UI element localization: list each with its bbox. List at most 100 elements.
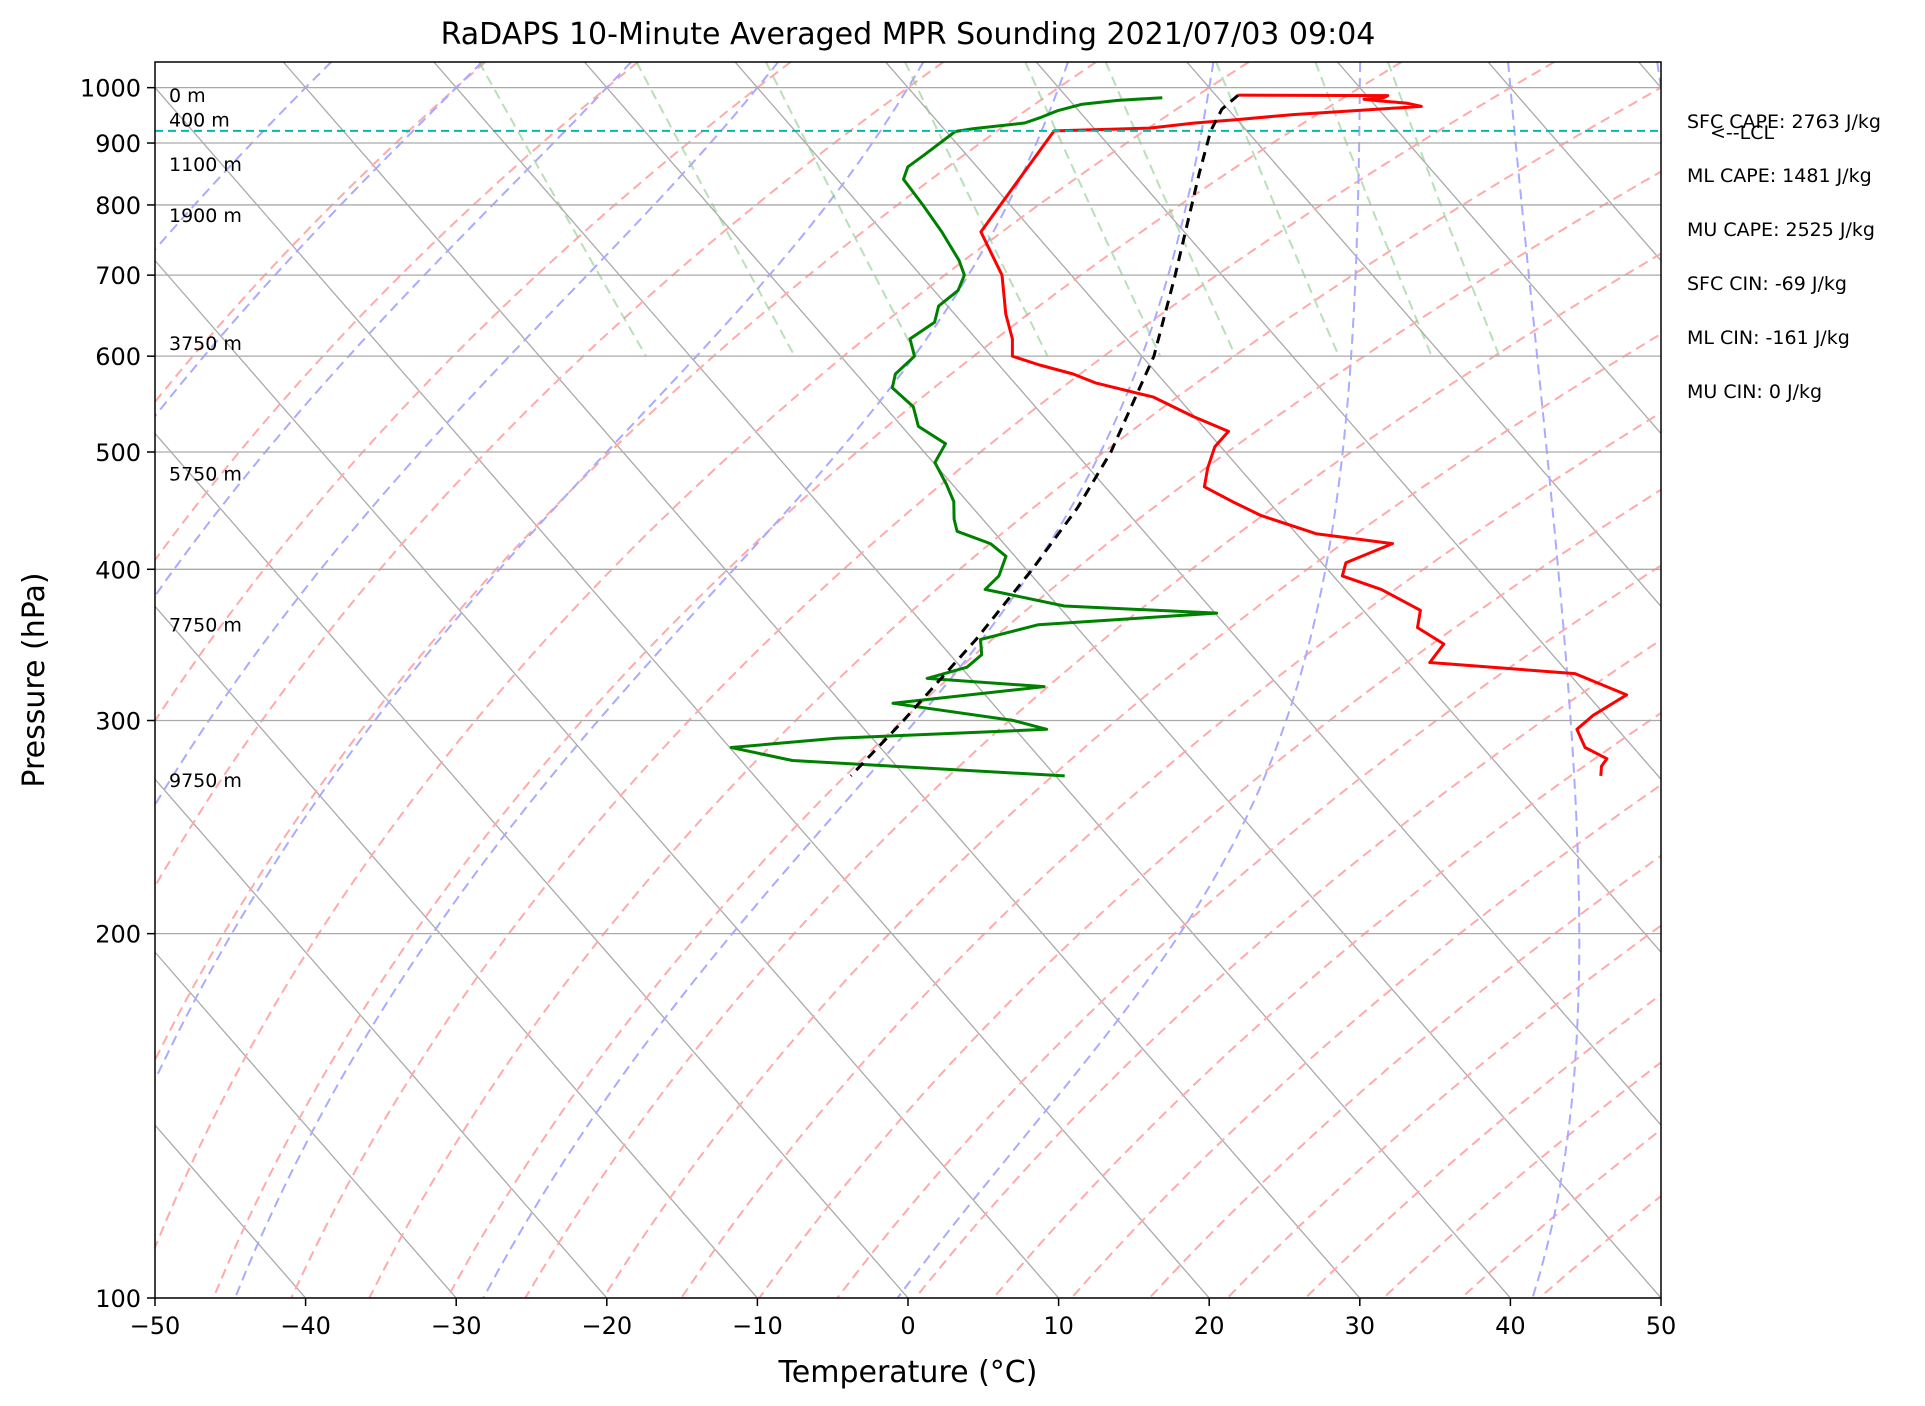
dry-adiabat-line bbox=[914, 638, 1661, 1298]
isotherm-line bbox=[0, 62, 4, 1298]
moist-adiabat-line bbox=[155, 62, 925, 1083]
height-label: 9750 m bbox=[169, 770, 242, 792]
y-tick-label: 700 bbox=[95, 262, 141, 290]
dry-adiabat-line bbox=[758, 488, 1661, 1298]
dry-adiabat-line bbox=[1148, 854, 1661, 1298]
background-lines bbox=[0, 62, 1925, 1298]
y-tick-label: 600 bbox=[95, 343, 141, 371]
isotherm-line bbox=[155, 432, 909, 1298]
y-ticks: 100 200 300 400 500 600 700 800 900 1000 bbox=[80, 75, 155, 1313]
isotherm-line bbox=[1487, 62, 1661, 262]
y-tick-label: 100 bbox=[95, 1285, 141, 1313]
isotherm-line bbox=[155, 259, 1060, 1298]
dry-adiabat-line bbox=[1226, 924, 1661, 1298]
cape-cin-annotations: SFC CAPE: 2763 J/kg ML CAPE: 1481 J/kg MU … bbox=[1687, 111, 1881, 403]
mixing-ratio-line bbox=[1314, 62, 1433, 357]
height-label: 3750 m bbox=[169, 333, 242, 355]
lcl-label: <--LCL bbox=[1710, 122, 1774, 144]
dry-adiabat-line bbox=[1070, 783, 1661, 1298]
isotherm-line bbox=[885, 62, 1661, 954]
x-tick-label: −40 bbox=[280, 1312, 331, 1340]
parcel-path-line bbox=[849, 93, 1240, 777]
moist-adiabat-line bbox=[155, 62, 632, 598]
dry-adiabat-line bbox=[155, 62, 1097, 1063]
x-tick-label: 20 bbox=[1194, 1312, 1225, 1340]
isotherm-line bbox=[1186, 62, 1661, 608]
mixing-ratio-line bbox=[635, 62, 796, 357]
x-tick-label: −50 bbox=[130, 1312, 181, 1340]
cape-cin-text: SFC CAPE: 2763 J/kg bbox=[1687, 111, 1881, 133]
height-label: 5750 m bbox=[169, 463, 242, 485]
x-tick-label: −30 bbox=[431, 1312, 482, 1340]
cape-cin-text: ML CIN: -161 J/kg bbox=[1687, 327, 1850, 349]
dry-adiabat-line bbox=[1304, 993, 1661, 1298]
mixing-ratio-line bbox=[1104, 62, 1237, 357]
dewpoint-line bbox=[729, 96, 1219, 778]
moist-adiabat-line bbox=[155, 62, 779, 807]
dry-adiabat-line bbox=[290, 62, 1555, 1298]
y-tick-label: 300 bbox=[95, 708, 141, 736]
x-tick-label: 10 bbox=[1043, 1312, 1074, 1340]
mixing-ratio-line bbox=[478, 62, 647, 357]
isotherm-line bbox=[1789, 62, 1925, 1298]
y-tick-label: 900 bbox=[95, 130, 141, 158]
y-tick-label: 500 bbox=[95, 439, 141, 467]
isotherm-line bbox=[155, 86, 1210, 1298]
y-tick-label: 400 bbox=[95, 556, 141, 584]
dry-adiabat-line bbox=[368, 86, 1661, 1298]
isotherm-line bbox=[282, 62, 1361, 1298]
isotherm-line bbox=[1336, 62, 1661, 435]
x-tick-label: 40 bbox=[1495, 1312, 1526, 1340]
height-label: 7750 m bbox=[169, 615, 242, 637]
dry-adiabat-line bbox=[212, 62, 1403, 1298]
dry-adiabat-line bbox=[155, 62, 1250, 1251]
mixing-ratio-line bbox=[1387, 62, 1501, 357]
dry-adiabat-line bbox=[155, 62, 792, 723]
x-tick-label: 0 bbox=[900, 1312, 915, 1340]
cape-cin-text: ML CAPE: 1481 J/kg bbox=[1687, 165, 1872, 187]
cape-cin-text: SFC CIN: -69 J/kg bbox=[1687, 273, 1847, 295]
plot-frame bbox=[154, 61, 1662, 1299]
isotherm-line bbox=[433, 62, 1511, 1298]
temperature-line bbox=[979, 93, 1629, 777]
lcl-layer: <--LCL bbox=[155, 122, 1774, 144]
grid-lines bbox=[155, 86, 1661, 1298]
x-tick-label: 30 bbox=[1345, 1312, 1376, 1340]
dry-adiabat-line bbox=[602, 332, 1661, 1298]
dry-adiabat-line bbox=[446, 170, 1661, 1298]
dry-adiabat-line bbox=[155, 62, 486, 404]
dry-adiabat-line bbox=[155, 62, 639, 562]
dry-adiabat-line bbox=[1382, 1061, 1661, 1298]
isotherm-line bbox=[155, 951, 457, 1298]
x-tick-label: −20 bbox=[581, 1312, 632, 1340]
chart-title: RaDAPS 10-Minute Averaged MPR Sounding 2… bbox=[441, 17, 1376, 52]
moist-adiabat-line bbox=[482, 62, 1215, 1298]
x-ticks: −50 −40 −30 −20 −10 0 10 20 30 40 50 bbox=[130, 1298, 1677, 1340]
height-labels: 0 m 400 m 1100 m 1900 m 3750 m 5750 m 7750 m 97… bbox=[169, 85, 242, 792]
moist-adiabat-line bbox=[896, 62, 1362, 1298]
height-label: 0 m bbox=[169, 85, 206, 107]
y-tick-label: 1000 bbox=[80, 75, 141, 103]
x-axis-label: Temperature (°C) bbox=[778, 1355, 1038, 1390]
cape-cin-text: MU CAPE: 2525 J/kg bbox=[1687, 219, 1875, 241]
dry-adiabat-line bbox=[680, 411, 1661, 1298]
y-axis-label: Pressure (hPa) bbox=[17, 572, 52, 787]
mixing-ratio-line bbox=[765, 62, 918, 357]
isotherm-line bbox=[1638, 62, 1661, 89]
dry-adiabat-line bbox=[155, 62, 944, 889]
height-label: 1900 m bbox=[169, 205, 242, 227]
height-label: 1100 m bbox=[169, 154, 242, 176]
y-tick-label: 200 bbox=[95, 921, 141, 949]
moist-adiabat-line bbox=[1656, 62, 1661, 95]
isotherm-line bbox=[155, 778, 608, 1298]
mixing-ratio-line bbox=[1215, 62, 1340, 357]
dry-adiabat-line bbox=[992, 711, 1661, 1298]
mixing-ratio-line bbox=[1024, 62, 1162, 357]
x-tick-label: 50 bbox=[1646, 1312, 1677, 1340]
mixing-ratio-line bbox=[904, 62, 1049, 357]
moist-adiabat-line bbox=[155, 62, 483, 418]
y-tick-label: 800 bbox=[95, 192, 141, 220]
moist-adiabat-line bbox=[234, 62, 1069, 1298]
isotherm-line bbox=[1035, 62, 1661, 781]
